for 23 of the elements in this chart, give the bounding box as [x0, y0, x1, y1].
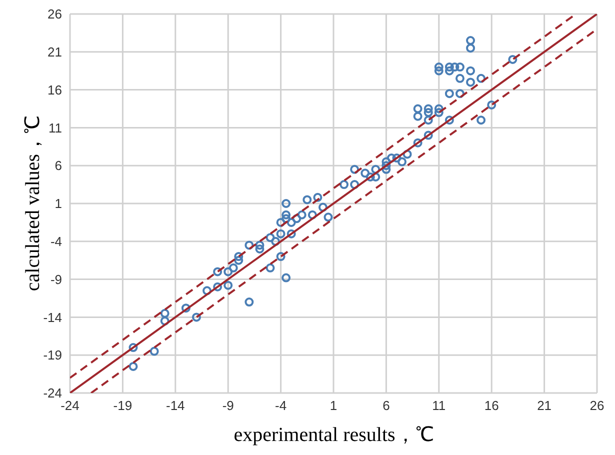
- y-tick-label: 1: [54, 196, 62, 212]
- y-tick-label: -4: [50, 234, 62, 250]
- y-tick-label: 16: [48, 82, 62, 98]
- y-tick-label: -14: [43, 310, 62, 325]
- x-tick-label: -4: [275, 398, 287, 414]
- y-axis-title: calculated values，℃: [22, 116, 44, 292]
- y-tick-label: -9: [50, 272, 62, 287]
- x-axis-title: experimental results，℃: [234, 424, 434, 446]
- y-tick-label: -19: [43, 348, 62, 363]
- x-tick-label: -19: [113, 398, 132, 414]
- y-tick-label: -24: [43, 386, 62, 401]
- x-tick-label: -9: [222, 398, 234, 414]
- x-tick-label: 26: [590, 398, 604, 414]
- x-tick-label: 1: [330, 398, 338, 414]
- x-tick-label: -14: [166, 398, 185, 414]
- y-tick-label: 6: [54, 158, 62, 174]
- y-tick-label: 21: [48, 44, 62, 60]
- y-tick-label: 26: [48, 6, 62, 22]
- x-tick-label: 16: [484, 398, 499, 414]
- y-tick-label: 11: [48, 120, 62, 136]
- x-tick-label: 6: [382, 398, 390, 414]
- x-tick-label: 11: [432, 398, 446, 414]
- x-tick-label: 21: [537, 398, 552, 414]
